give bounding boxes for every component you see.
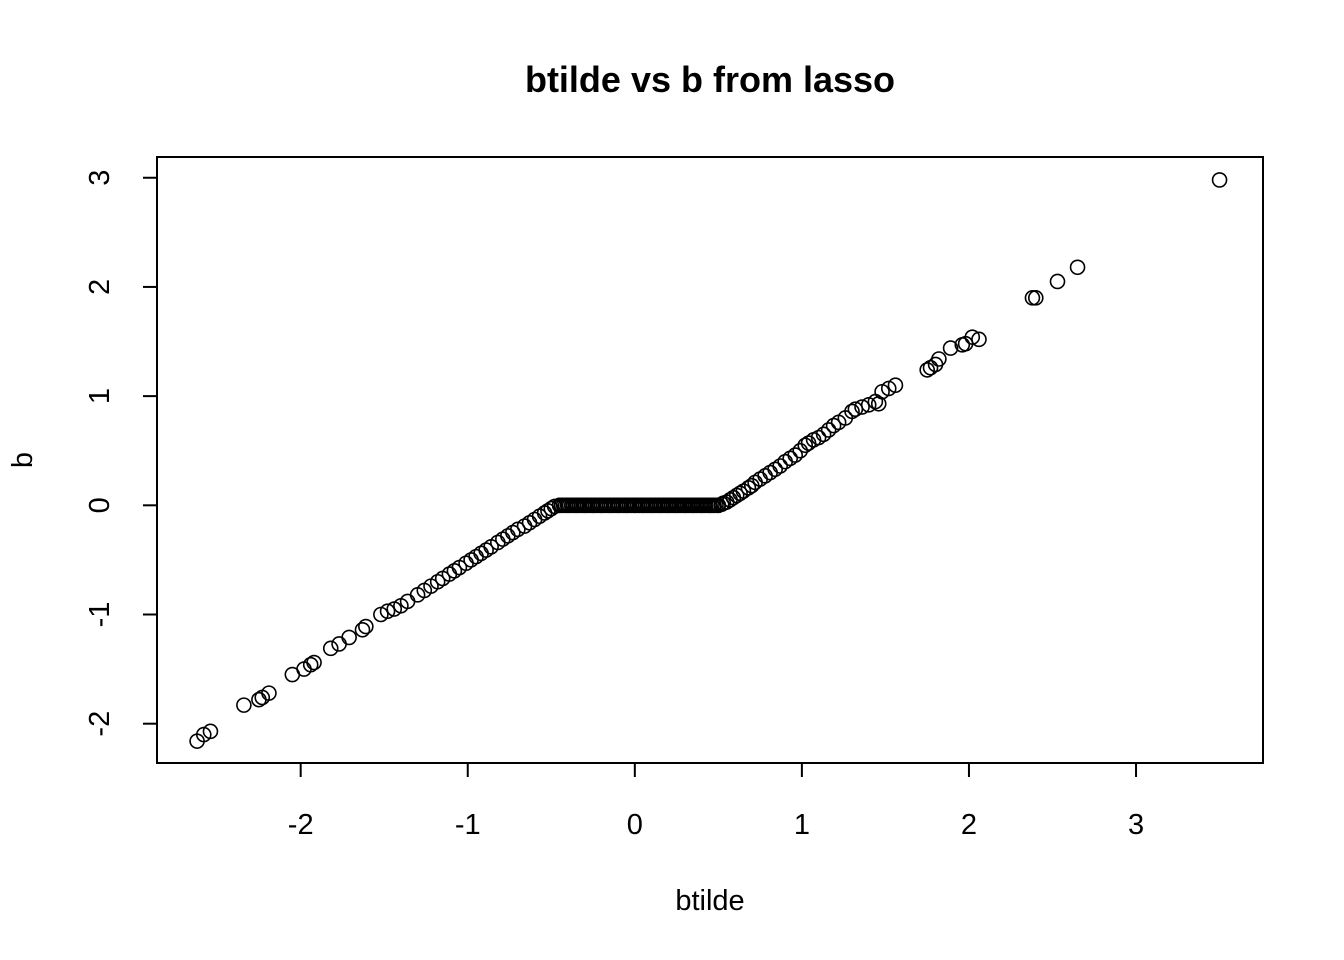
x-axis: -2 -1 0 1 2 3 [288,762,1144,841]
data-point [762,464,778,481]
x-tick-label: 0 [627,809,643,841]
data-point [954,337,971,353]
data-point [386,601,403,617]
y-tick-label: -2 [84,711,116,737]
data-point [1027,290,1044,306]
data-point [468,548,484,565]
data-point [1024,290,1041,306]
data-point [743,477,760,494]
data-point [792,442,809,459]
data-point [284,666,301,683]
y-tick-label: 0 [84,497,116,513]
x-tick-label: 1 [794,809,810,841]
data-point [500,528,516,544]
x-tick-label: 2 [961,809,977,841]
data-point [526,511,543,528]
data-point [922,359,939,376]
data-point [1211,172,1228,188]
x-tick-label: -2 [288,809,314,841]
data-point [358,618,374,635]
chart-title: btilde vs b from lasso [525,59,895,100]
data-point [782,450,798,467]
data-point [757,468,773,484]
data-point [820,422,837,438]
plot-frame [156,156,1264,764]
y-axis: -2 -1 0 1 2 3 [84,170,158,737]
data-point [825,417,842,434]
data-point [1049,273,1066,290]
data-points [189,172,1228,749]
y-tick-label: -1 [84,602,116,628]
x-axis-label: btilde [675,885,744,917]
x-tick-label: -1 [455,809,481,841]
data-point [251,691,267,708]
data-point [847,401,864,418]
data-point [473,545,489,562]
data-point [797,437,814,454]
y-tick-label: 2 [84,279,116,295]
data-point [505,524,521,541]
y-tick-label: 3 [84,170,116,186]
data-point [478,542,494,558]
data-point [919,362,935,378]
y-axis-label: b [7,452,39,468]
data-point [236,697,252,713]
x-tick-label: 3 [1128,809,1144,841]
data-point [767,461,783,478]
data-point [254,689,271,706]
data-point [870,395,887,412]
data-point [1069,259,1086,276]
data-point [373,606,389,623]
data-point [189,733,205,749]
data-point [854,399,870,415]
y-tick-label: 1 [84,388,116,404]
data-point [942,340,959,356]
data-point [331,636,347,652]
data-point [341,629,357,646]
data-point [710,497,726,514]
data-point [354,621,371,638]
data-point [777,453,793,470]
data-point [322,640,339,657]
